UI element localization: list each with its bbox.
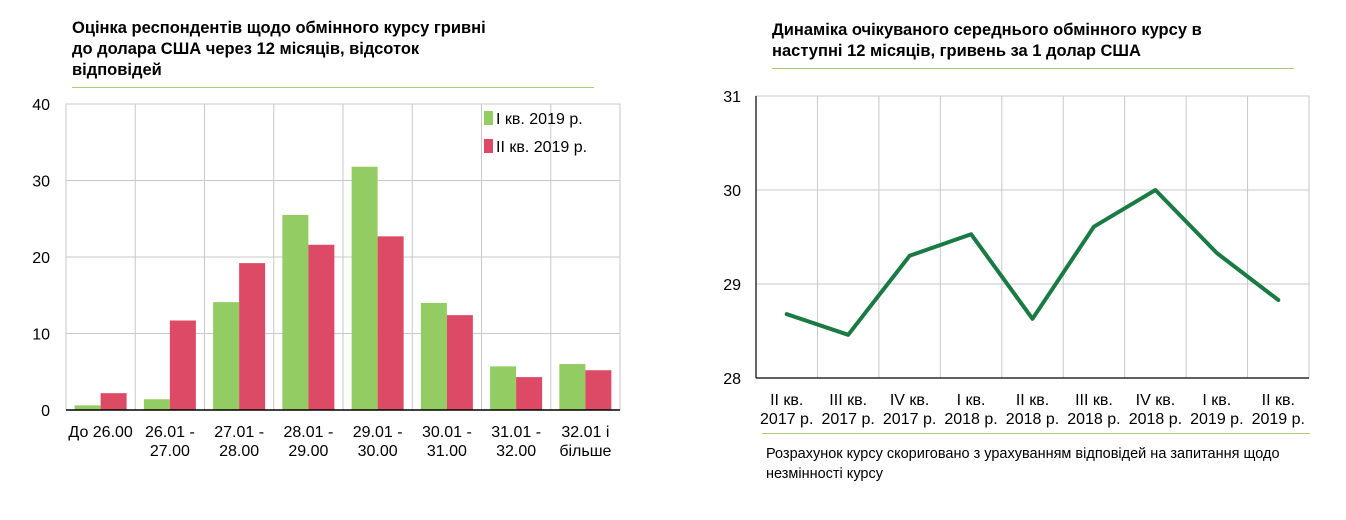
right-category-label: 2018 р.: [1067, 411, 1120, 428]
left-bar: [100, 393, 127, 410]
right-category-label: II кв.: [1262, 392, 1295, 409]
left-category-label: 27.00: [150, 443, 190, 460]
right-series-line: [784, 188, 1281, 337]
left-category-label: 30.00: [358, 443, 398, 460]
right-category-label: 2018 р.: [1006, 411, 1059, 428]
left-title-rule: [72, 87, 594, 88]
left-category-label: 27.01 -: [214, 424, 264, 441]
left-title-line-1: Оцінка респондентів щодо обмінного курсу…: [72, 19, 486, 37]
left-category-label: 32.00: [496, 443, 536, 460]
left-ytick-label: 10: [32, 327, 50, 344]
legend-label: II кв. 2019 р.: [496, 139, 587, 156]
right-category-label: II кв.: [1016, 392, 1049, 409]
left-bar: [377, 236, 404, 410]
right-title-line-1: Динаміка очікуваного середнього обмінног…: [772, 21, 1202, 39]
left-ytick-label: 0: [41, 403, 50, 420]
left-bar: [559, 364, 586, 410]
legend-swatch: [484, 111, 493, 125]
right-category-label: II кв.: [770, 392, 803, 409]
right-category-label: III кв.: [1075, 392, 1113, 409]
left-bar: [516, 377, 543, 410]
right-chart-note: Розрахунок курсу скориговано з урахуванн…: [766, 446, 1280, 482]
left-bar: [585, 370, 612, 410]
legend-swatch: [484, 139, 493, 153]
right-chart-title: Динаміка очікуваного середнього обмінног…: [772, 20, 1332, 62]
right-ytick-label: 29: [723, 277, 741, 294]
left-category-label: більше: [559, 443, 611, 460]
left-ytick-label: 20: [32, 250, 50, 267]
left-category-label: 30.01 -: [422, 424, 472, 441]
right-title-line-2: наступні 12 місяців, гривень за 1 долар …: [772, 42, 1141, 60]
left-bar: [308, 244, 335, 410]
left-bar: [420, 302, 447, 410]
left-bar: [213, 302, 240, 410]
right-category-label: 2019 р.: [1252, 411, 1305, 428]
right-plot-frame: [755, 95, 1310, 379]
left-bar: [351, 166, 378, 410]
left-category-label: 29.00: [288, 443, 328, 460]
right-title-rule: [772, 68, 1294, 69]
right-category-label: 2017 р.: [821, 411, 874, 428]
right-ytick-label: 31: [723, 89, 741, 106]
right-category-label: 2018 р.: [944, 411, 997, 428]
left-bar: [74, 405, 101, 410]
left-title-line-2: до долара США через 12 місяців, відсоток: [72, 40, 420, 58]
left-bar: [143, 399, 170, 410]
left-bar: [446, 315, 473, 410]
right-category-label: I кв.: [1202, 392, 1231, 409]
left-chart-title: Оцінка респондентів щодо обмінного курсу…: [72, 18, 612, 81]
right-category-label: 2018 р.: [1129, 411, 1182, 428]
left-bar: [282, 214, 309, 410]
left-bar: [490, 366, 517, 410]
left-category-label: 32.01 і: [561, 424, 609, 441]
right-category-label: 2019 р.: [1190, 411, 1243, 428]
left-category-label: 28.00: [219, 443, 259, 460]
left-bar: [169, 320, 196, 410]
left-category-label: 31.01 -: [491, 424, 541, 441]
legend-label: I кв. 2019 р.: [496, 111, 583, 128]
right-category-label: IV кв.: [1136, 392, 1176, 409]
right-ytick-label: 28: [723, 371, 741, 388]
left-title-line-3: відповідей: [72, 61, 162, 79]
left-category-label: 26.01 -: [145, 424, 195, 441]
left-ytick-label: 40: [32, 97, 50, 114]
left-category-label: 31.00: [427, 443, 467, 460]
left-category-label: До 26.00: [68, 424, 133, 441]
left-category-label: 29.01 -: [353, 424, 403, 441]
left-ytick-label: 30: [32, 174, 50, 191]
right-category-label: 2017 р.: [883, 411, 936, 428]
right-category-label: I кв.: [957, 392, 986, 409]
right-ytick-label: 30: [723, 183, 741, 200]
right-note-rule: [762, 433, 1310, 434]
right-category-label: III кв.: [829, 392, 867, 409]
left-bar: [239, 263, 266, 410]
right-category-label: IV кв.: [890, 392, 930, 409]
right-category-label: 2017 р.: [760, 411, 813, 428]
left-category-label: 28.01 -: [283, 424, 333, 441]
